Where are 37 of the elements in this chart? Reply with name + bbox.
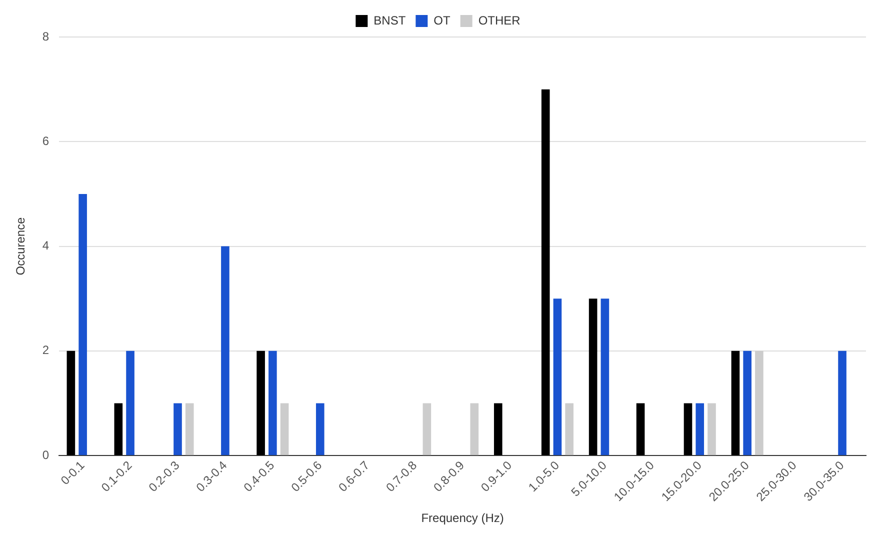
- bar: [470, 403, 479, 456]
- bar: [114, 403, 123, 456]
- y-tick-label: 0: [42, 448, 50, 462]
- bar: [838, 350, 846, 456]
- bar: [600, 298, 610, 456]
- bar: [684, 403, 692, 456]
- bar: [268, 350, 277, 456]
- bar: [755, 350, 764, 456]
- legend-label: OT: [434, 13, 452, 28]
- bar: [280, 403, 289, 456]
- bar: [256, 350, 265, 456]
- bar: [636, 403, 645, 456]
- bar: [221, 246, 230, 456]
- bar: [743, 350, 752, 456]
- legend-label: BNST: [374, 13, 406, 28]
- bar: [696, 403, 704, 456]
- bar: [588, 298, 598, 456]
- bar: [78, 194, 87, 456]
- bar: [422, 403, 432, 456]
- bar: [731, 350, 740, 456]
- y-tick-label: 2: [42, 343, 50, 358]
- y-tick-label: 4: [42, 238, 50, 253]
- bar: [174, 403, 182, 456]
- bar: [185, 403, 194, 456]
- bar: [316, 403, 324, 456]
- bar: [553, 298, 562, 456]
- bar: [126, 350, 134, 456]
- y-axis-title: Occurence: [14, 216, 28, 276]
- bar: [708, 403, 716, 456]
- bar: [565, 403, 574, 456]
- bar: [541, 89, 550, 456]
- bar: [494, 403, 502, 456]
- y-tick-label: 8: [42, 29, 50, 44]
- legend-label: OTHER: [478, 13, 521, 28]
- bar: [66, 350, 76, 456]
- x-axis-title: Frequency (Hz): [421, 511, 504, 526]
- y-tick-label: 6: [42, 134, 50, 148]
